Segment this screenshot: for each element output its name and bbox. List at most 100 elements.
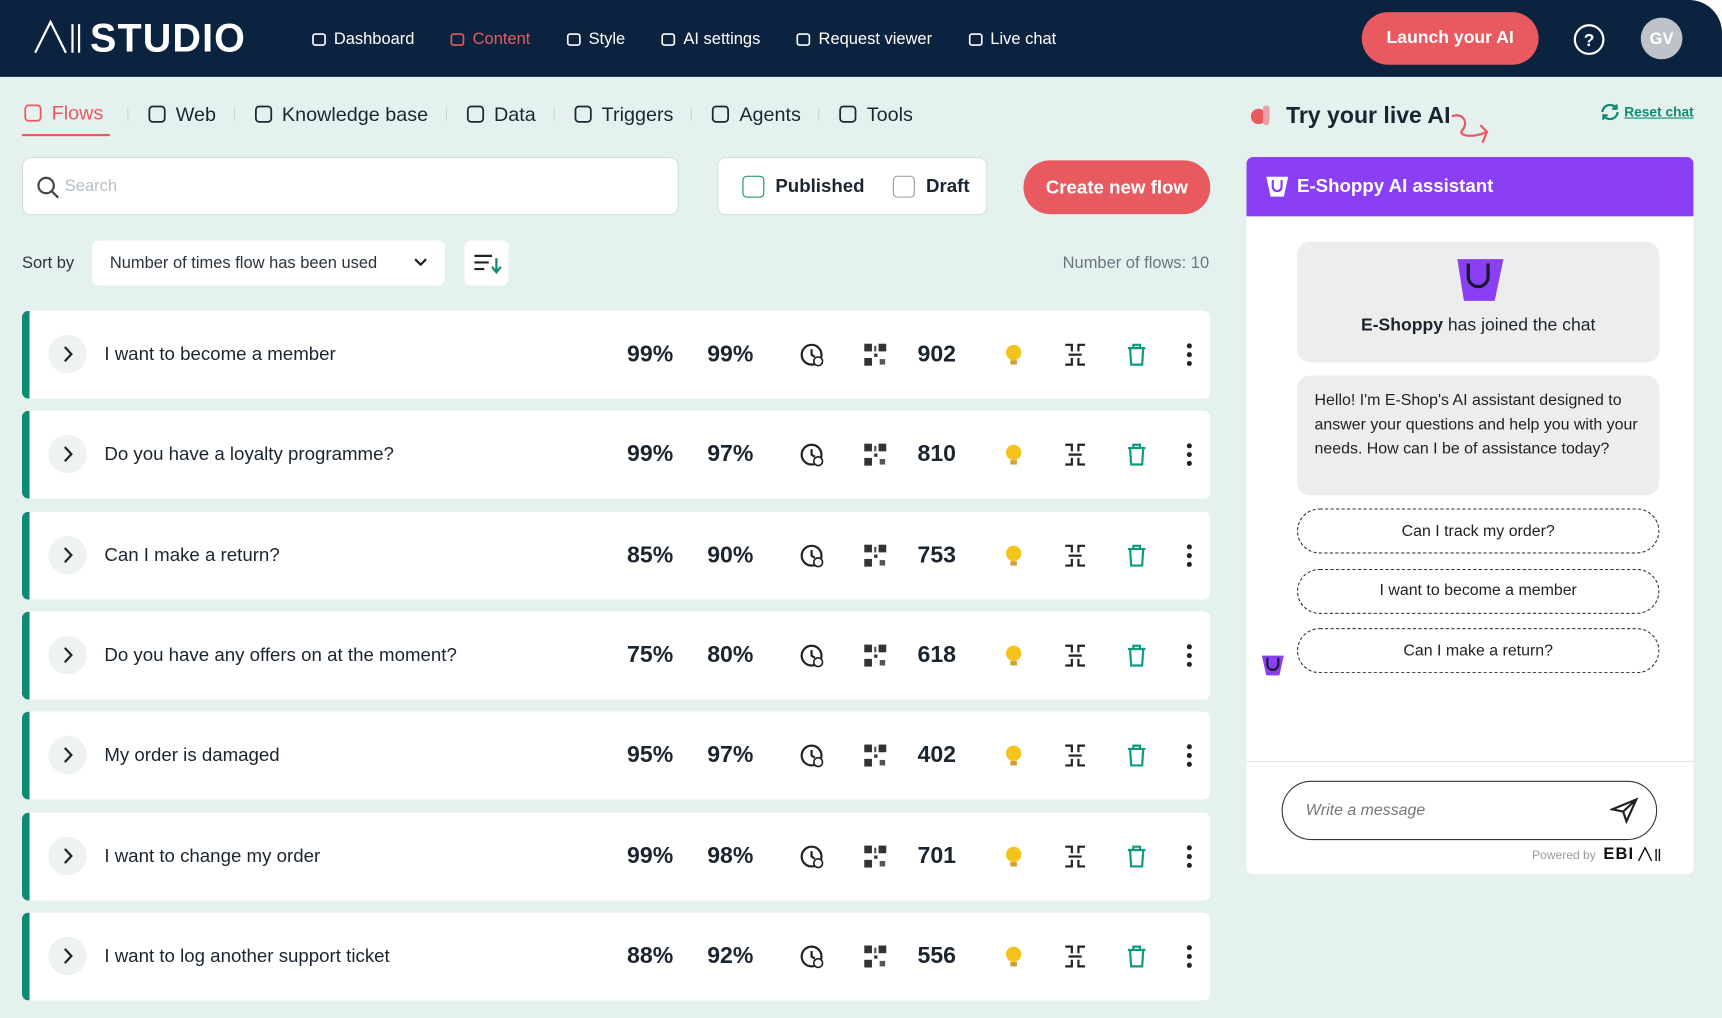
- qr-icon[interactable]: [862, 442, 888, 468]
- merge-icon[interactable]: [1062, 843, 1088, 869]
- qr-icon[interactable]: [862, 542, 888, 568]
- nav-label: Request viewer: [818, 29, 933, 48]
- trash-icon[interactable]: [1123, 342, 1149, 368]
- nav-icon: [312, 32, 326, 46]
- clock-icon[interactable]: [798, 342, 824, 368]
- trash-icon[interactable]: [1123, 743, 1149, 769]
- expand-button[interactable]: [48, 936, 87, 975]
- uses: 902: [917, 341, 957, 367]
- dots-icon[interactable]: [1176, 442, 1202, 468]
- trash-icon[interactable]: [1123, 843, 1149, 869]
- search-box[interactable]: Search: [21, 157, 679, 216]
- expand-button[interactable]: [48, 836, 87, 875]
- main-nav: Dashboard Content Style AI settings Request …: [311, 0, 1056, 77]
- nav-item[interactable]: AI settings: [660, 29, 760, 48]
- flow-count: Number of flows: 10: [1062, 253, 1210, 273]
- dots-icon[interactable]: [1176, 743, 1202, 769]
- nav-icon: [566, 32, 581, 46]
- sort-direction[interactable]: [464, 240, 509, 286]
- merge-icon[interactable]: [1062, 542, 1088, 568]
- trash-icon[interactable]: [1123, 642, 1149, 668]
- trash-icon[interactable]: [1123, 442, 1149, 468]
- filter-checkbox[interactable]: Draft: [893, 175, 970, 198]
- chevron-right: [63, 747, 73, 764]
- sort-select[interactable]: Number of times flow has been used: [92, 240, 445, 286]
- expand-button[interactable]: [48, 334, 87, 374]
- tabs: Flows Web Knowledge base Data Triggers Agents…: [21, 92, 913, 136]
- merge-icon[interactable]: [1062, 342, 1088, 368]
- send-icon[interactable]: [1609, 797, 1639, 824]
- clock-icon[interactable]: [798, 542, 824, 568]
- input-placeholder: Write a message: [1305, 801, 1426, 820]
- tab[interactable]: Tools: [837, 103, 913, 126]
- joined-card: E-Shoppy has joined the chat: [1296, 241, 1660, 363]
- help-icon[interactable]: ?: [1573, 23, 1606, 56]
- nav-item[interactable]: Live chat: [967, 29, 1056, 48]
- clock-icon[interactable]: [798, 743, 824, 769]
- uses: 618: [917, 642, 957, 668]
- nav-item[interactable]: Request viewer: [795, 29, 932, 48]
- nav-item[interactable]: Content: [450, 29, 530, 48]
- clock-icon[interactable]: [798, 943, 824, 969]
- dots-icon[interactable]: [1176, 843, 1202, 869]
- tab[interactable]: Knowledge base: [252, 103, 428, 126]
- uses: 402: [917, 742, 957, 768]
- trash-icon[interactable]: [1123, 943, 1149, 969]
- checkbox: [742, 175, 765, 198]
- flow-title: Do you have any offers on at the moment?: [104, 644, 457, 666]
- suggestion[interactable]: Can I make a return?: [1296, 628, 1660, 674]
- nav-item[interactable]: Style: [566, 29, 626, 48]
- tab-icon: [254, 105, 272, 123]
- tab[interactable]: Web: [146, 103, 216, 126]
- expand-button[interactable]: [48, 635, 87, 675]
- nav-label: Style: [588, 29, 626, 48]
- clock-icon[interactable]: [798, 843, 824, 869]
- merge-icon[interactable]: [1062, 743, 1088, 769]
- expand-button[interactable]: [48, 535, 87, 574]
- dots-icon[interactable]: [1176, 342, 1202, 368]
- flow-title: I want to log another support ticket: [104, 945, 390, 967]
- metric-1: 75%: [627, 642, 674, 668]
- tab[interactable]: Flows: [21, 93, 110, 136]
- clock-icon[interactable]: [798, 642, 824, 668]
- trash-icon[interactable]: [1123, 542, 1149, 568]
- reset-chat[interactable]: Reset chat: [1624, 104, 1694, 120]
- dots-icon[interactable]: [1176, 943, 1202, 969]
- expand-button[interactable]: [48, 735, 87, 775]
- tab-label: Web: [175, 102, 217, 125]
- metric-2: 80%: [707, 642, 754, 668]
- qr-icon[interactable]: [862, 943, 888, 969]
- chat-header: E-Shoppy AI assistant: [1246, 157, 1694, 217]
- tab[interactable]: Data: [464, 103, 536, 126]
- qr-icon[interactable]: [862, 843, 888, 869]
- flow-title: I want to become a member: [104, 343, 336, 365]
- tab-icon: [839, 105, 857, 123]
- filter-checkbox[interactable]: Published: [742, 175, 865, 198]
- assistant-avatar: [1457, 259, 1504, 301]
- suggestion[interactable]: Can I track my order?: [1296, 508, 1660, 554]
- dots-icon[interactable]: [1176, 642, 1202, 668]
- qr-icon[interactable]: [862, 642, 888, 668]
- merge-icon[interactable]: [1062, 442, 1088, 468]
- uses: 701: [917, 842, 957, 869]
- nav-item[interactable]: Dashboard: [311, 29, 414, 48]
- dots-icon[interactable]: [1176, 542, 1202, 568]
- tab[interactable]: Agents: [710, 103, 801, 126]
- qr-icon[interactable]: [862, 743, 888, 769]
- avatar[interactable]: GV: [1640, 17, 1683, 60]
- launch-button[interactable]: Launch your AI: [1361, 12, 1539, 65]
- bulb-icon: [1005, 344, 1022, 365]
- merge-icon[interactable]: [1062, 943, 1088, 969]
- bulb-icon: [1005, 745, 1022, 766]
- create-flow-button[interactable]: Create new flow: [1023, 160, 1211, 215]
- message-input[interactable]: Write a message: [1281, 780, 1658, 841]
- reset-icon: [1601, 103, 1619, 121]
- clock-icon[interactable]: [798, 442, 824, 468]
- qr-icon[interactable]: [862, 342, 888, 368]
- merge-icon[interactable]: [1062, 642, 1088, 668]
- suggestion[interactable]: I want to become a member: [1296, 568, 1660, 614]
- tab[interactable]: Triggers: [572, 103, 673, 126]
- expand-button[interactable]: [48, 435, 87, 474]
